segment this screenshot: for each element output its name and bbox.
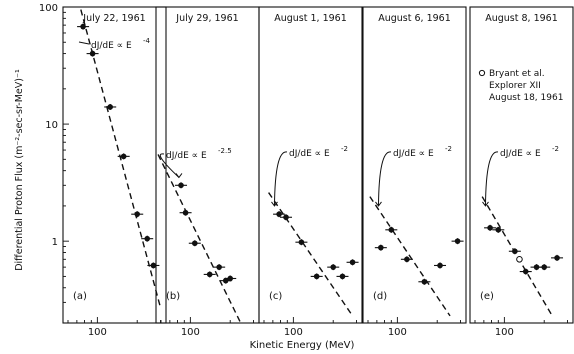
panel-b: July 29, 1961 (b) 100 dJ/dE ∝ E -2.5 — [155, 6, 260, 338]
slope-exponent: -2.5 — [218, 147, 232, 155]
data-point — [216, 264, 222, 270]
open-data-point — [516, 255, 523, 263]
fit-line — [80, 9, 162, 308]
panel-e: August 8, 1961 (e) 100 dJ/dE ∝ E -2 Bryant et… — [469, 6, 574, 338]
panel-tag: (c) — [269, 291, 282, 302]
x-tick-label: 100 — [284, 327, 303, 338]
slope-annotation: dJ/dE ∝ E — [289, 149, 330, 159]
data-point — [349, 259, 356, 266]
fit-line — [268, 192, 354, 317]
data-point — [330, 264, 337, 270]
slope-exponent: -4 — [143, 37, 151, 45]
data-point — [454, 238, 461, 244]
panel-tag: (e) — [480, 291, 494, 302]
panel-tag: (d) — [373, 291, 387, 302]
x-tick-label: 100 — [495, 327, 514, 338]
panel-frame — [258, 6, 363, 324]
data-point — [120, 153, 127, 160]
data-point — [512, 248, 518, 255]
fit-line — [481, 196, 553, 317]
panel-title: July 29, 1961 — [175, 13, 238, 24]
data-point — [222, 277, 229, 284]
panel-tag: (a) — [73, 291, 87, 302]
data-point — [495, 227, 502, 233]
data-point — [89, 50, 96, 57]
data-point — [554, 255, 560, 261]
panel-tag: (b) — [166, 291, 180, 302]
panel-title: July 22, 1961 — [82, 13, 145, 24]
data-point — [227, 275, 234, 282]
data-point — [404, 256, 410, 263]
panel-title: August 1, 1961 — [274, 13, 347, 24]
slope-annotation: dJ/dE ∝ E — [393, 149, 434, 159]
data-point — [144, 235, 151, 242]
legend-text: Explorer XII — [489, 81, 541, 91]
data-point — [487, 225, 493, 231]
data-point — [421, 278, 428, 285]
arrow-head — [375, 201, 382, 207]
panel-c: August 1, 1961 (c) 100 dJ/dE ∝ E -2 — [258, 6, 363, 338]
legend-marker — [478, 69, 486, 77]
legend-text: Bryant et al. — [489, 69, 545, 79]
data-point — [178, 182, 184, 189]
slope-annotation: dJ/dE ∝ E — [91, 41, 132, 51]
data-point — [283, 214, 289, 221]
fit-line — [369, 196, 451, 317]
data-point — [339, 273, 346, 280]
data-point — [522, 268, 529, 275]
data-point — [150, 262, 157, 269]
data-point — [107, 104, 113, 110]
panel-title: August 6, 1961 — [378, 13, 451, 24]
arrow-head — [175, 173, 183, 179]
x-tick-label: 100 — [388, 327, 407, 338]
panel-title: August 8, 1961 — [485, 13, 558, 24]
annotation-arrow — [159, 153, 180, 178]
x-tick-label: 100 — [181, 327, 200, 338]
data-point — [298, 239, 305, 245]
data-point — [182, 209, 189, 216]
annotation-arrow — [273, 151, 288, 206]
panel-frame — [62, 6, 167, 324]
panel-a: July 22, 1961 (a) 100 dJ/dE ∝ E -4 — [62, 6, 167, 338]
data-point — [80, 23, 86, 30]
slope-annotation: dJ/dE ∝ E — [166, 151, 207, 161]
x-axis-label: Kinetic Energy (MeV) — [250, 340, 355, 351]
data-point — [388, 227, 395, 233]
slope-exponent: -2 — [552, 145, 559, 153]
annotation-arrow — [484, 151, 499, 206]
data-point — [134, 211, 141, 217]
slope-exponent: -2 — [445, 145, 452, 153]
panel-frame — [469, 6, 574, 324]
fit-line — [157, 154, 242, 324]
data-point — [533, 264, 540, 270]
arrow-head — [271, 201, 278, 207]
annotation-arrow — [78, 41, 90, 45]
panel-frame — [362, 6, 467, 324]
data-point — [437, 262, 443, 269]
slope-annotation: dJ/dE ∝ E — [500, 149, 541, 159]
data-point — [378, 244, 384, 251]
legend-text: August 18, 1961 — [489, 93, 563, 103]
arrow-head — [482, 201, 489, 207]
data-point — [191, 240, 198, 247]
panel-d: August 6, 1961 (d) 100 dJ/dE ∝ E -2 — [362, 6, 467, 338]
annotation-arrow — [377, 151, 392, 206]
slope-exponent: -2 — [341, 145, 348, 153]
data-point — [313, 273, 320, 280]
data-point — [541, 264, 548, 270]
y-tick-label: 1 — [52, 237, 58, 248]
data-point — [206, 271, 213, 278]
y-axis-label: Differential Proton Flux (m⁻²-sec-sr-MeV… — [14, 69, 25, 271]
data-point — [276, 211, 282, 217]
x-tick-label: 100 — [88, 327, 107, 338]
y-tick-label: 10 — [45, 120, 58, 131]
y-tick-label: 100 — [39, 3, 58, 14]
